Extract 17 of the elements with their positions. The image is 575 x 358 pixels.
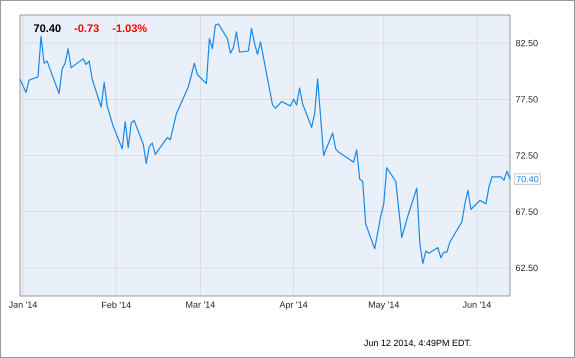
annotation: 70.40 (516, 176, 538, 182)
x-tick-label: Jun '14 (462, 302, 492, 308)
line-series (19, 23, 511, 264)
x-tick-label: Mar '14 (186, 302, 215, 308)
annotation: -1.03% (112, 24, 147, 32)
x-tick-label: Feb '14 (102, 302, 131, 308)
y-tick-label: 72.50 (516, 152, 538, 159)
y-tick-label: 77.50 (516, 96, 538, 102)
annotation: -0.73 (74, 24, 99, 32)
y-tick-label: 67.50 (516, 208, 538, 215)
text: Jun 12 2014, 4:49PM EDT. (364, 340, 471, 348)
y-tick-label: 62.50 (516, 264, 538, 272)
text: 70.40 (34, 24, 61, 32)
y-tick-label: 82.50 (516, 40, 538, 46)
x-tick-label: Jan '14 (8, 302, 38, 308)
x-tick-label: Apr '14 (279, 302, 308, 310)
x-tick-label: May '14 (368, 302, 400, 310)
